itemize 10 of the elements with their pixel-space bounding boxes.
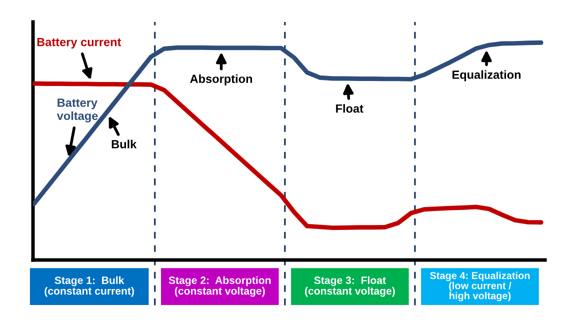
text: Stage 3: Float (constant voltage) bbox=[305, 276, 395, 297]
text: Stage 4: Equalization (low current / high voltage) bbox=[430, 272, 530, 302]
annotation: Bulk bbox=[112, 140, 137, 148]
text: Battery current bbox=[37, 38, 122, 49]
text: Stage 1: Bulk (constant current) bbox=[44, 276, 134, 297]
annotation: Absorption bbox=[190, 74, 252, 86]
annotation: Equalization bbox=[452, 70, 521, 82]
annotation: Float bbox=[336, 104, 364, 113]
text: Stage 2: Absorption (constant voltage) bbox=[168, 276, 271, 297]
series-label: Battery voltage bbox=[56, 98, 98, 122]
